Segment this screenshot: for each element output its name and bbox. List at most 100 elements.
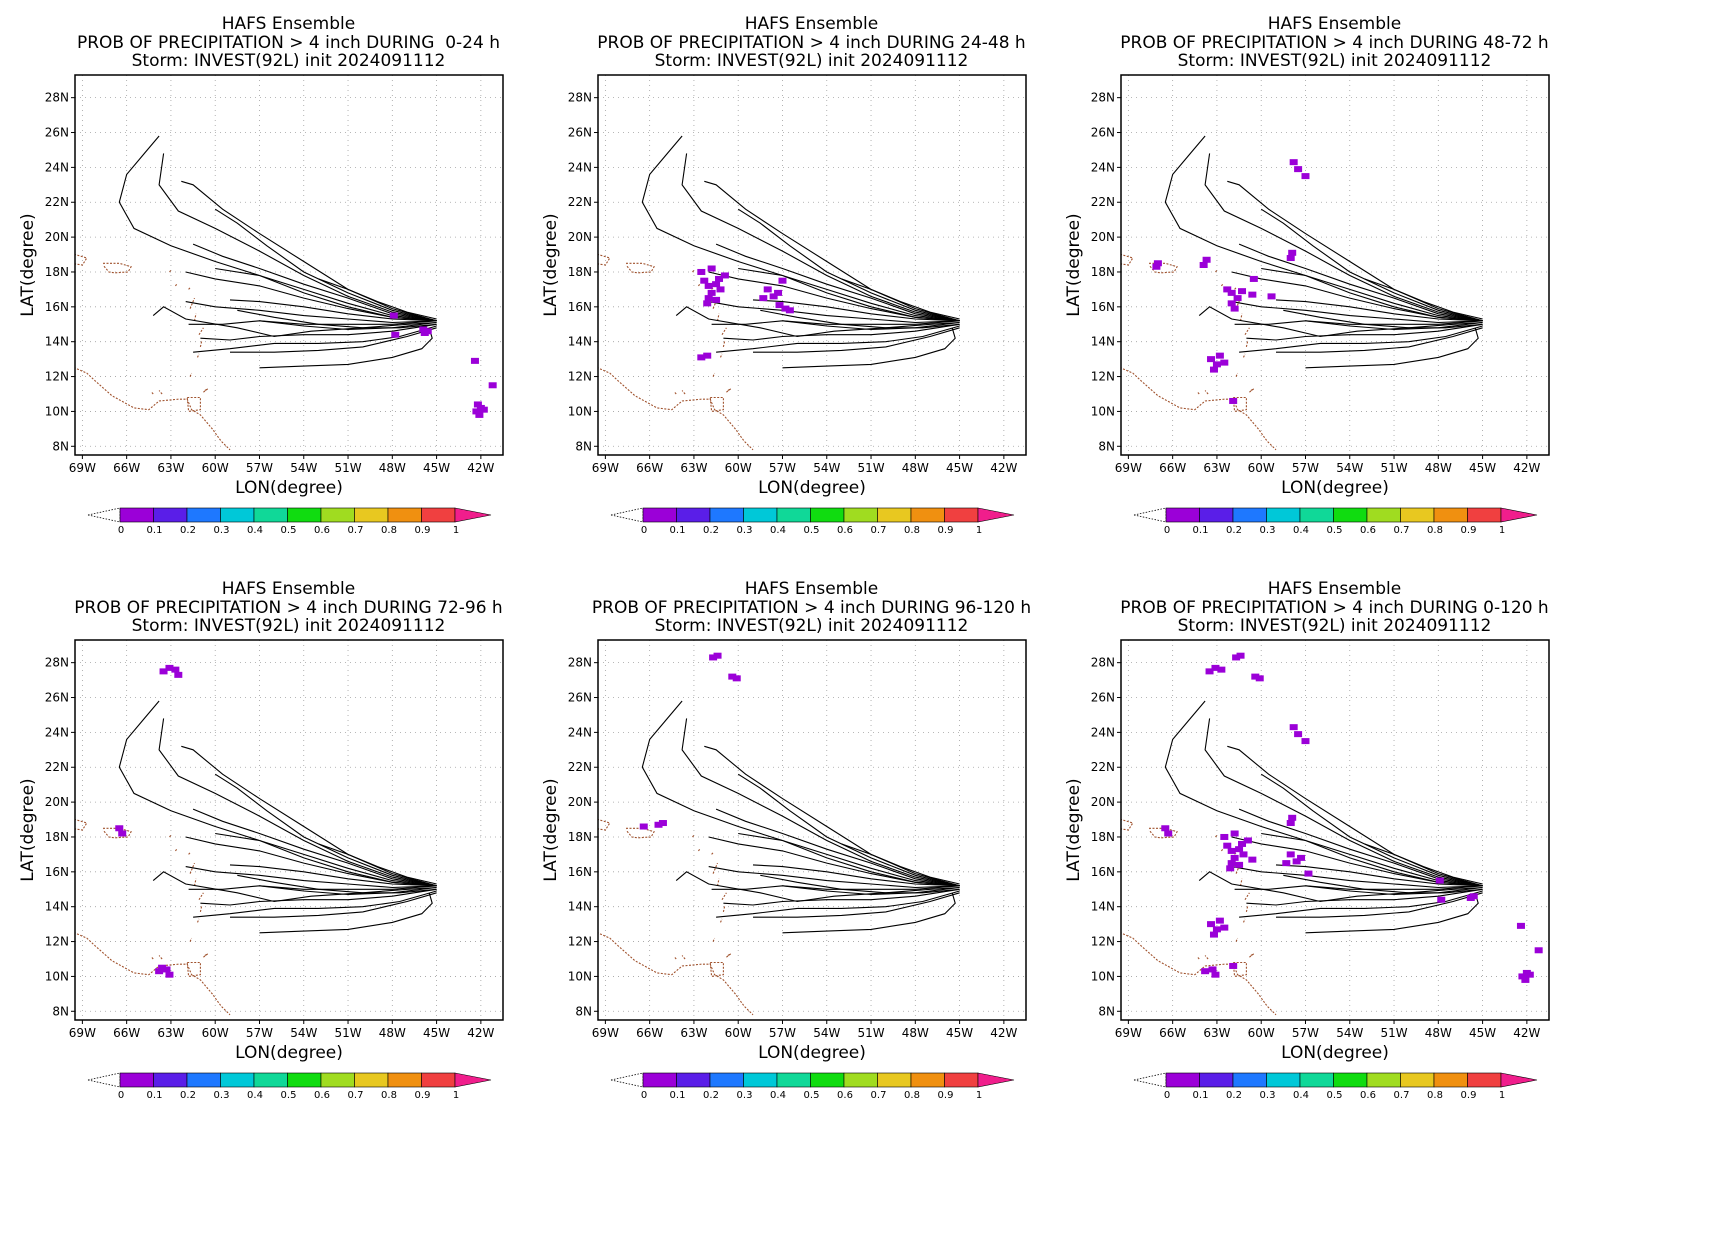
colorbar-segment xyxy=(1199,507,1234,523)
colorbar-tick-label: 0.5 xyxy=(804,525,820,536)
y-tick-label: 10N xyxy=(1091,969,1115,983)
probability-cell xyxy=(1516,922,1525,929)
colorbar-segment xyxy=(1433,507,1468,523)
coastline xyxy=(151,956,154,960)
colorbar-segment xyxy=(709,1072,744,1088)
probability-cell xyxy=(1226,865,1235,872)
track-line xyxy=(715,808,960,887)
probability-cell xyxy=(389,312,398,319)
x-tick-label: 69W xyxy=(69,461,96,475)
track-line xyxy=(259,320,437,325)
coastline xyxy=(1242,918,1246,923)
axes xyxy=(594,662,1005,1024)
colorbar-tick-label: 0.7 xyxy=(348,525,364,536)
coastline xyxy=(1232,396,1247,413)
track-line xyxy=(259,892,433,934)
coastline xyxy=(158,390,163,395)
y-tick-label: 18N xyxy=(45,265,69,279)
colorbar-segment xyxy=(1299,507,1334,523)
colorbar-underflow xyxy=(87,1072,121,1088)
coastline xyxy=(711,852,714,855)
x-tick-label: 69W xyxy=(592,1026,619,1040)
map-frame xyxy=(1120,639,1550,1021)
colorbar-segment xyxy=(1366,507,1401,523)
track-line xyxy=(752,864,960,887)
coastline xyxy=(1244,327,1250,335)
y-tick-label: 20N xyxy=(45,795,69,809)
x-tick-label: 63W xyxy=(157,461,184,475)
y-tick-label: 22N xyxy=(1091,195,1115,209)
probability-cell xyxy=(785,307,794,314)
probability-cell xyxy=(1238,840,1247,847)
track-line xyxy=(1261,267,1483,322)
probability-cell xyxy=(1211,664,1220,671)
coastline xyxy=(598,932,754,1016)
track-line xyxy=(1238,243,1483,322)
coastline xyxy=(189,297,196,309)
x-tick-label: 48W xyxy=(379,461,406,475)
probability-cell xyxy=(1217,666,1226,673)
colorbar-segment xyxy=(810,1072,845,1088)
y-tick-label: 16N xyxy=(568,865,592,879)
track-line xyxy=(782,892,956,934)
panel-title-block: HAFS Ensemble PROB OF PRECIPITATION > 4 i… xyxy=(523,15,1100,71)
colorbar-tick-label: 0.6 xyxy=(1360,1090,1376,1101)
x-axis-label: LON(degree) xyxy=(235,1043,343,1063)
track-line xyxy=(1276,327,1483,353)
y-tick-label: 20N xyxy=(568,795,592,809)
panel-title-block: HAFS Ensemble PROB OF PRECIPITATION > 4 i… xyxy=(523,580,1100,636)
colorbar-tick-label: 0.9 xyxy=(415,1090,431,1101)
track-line xyxy=(715,243,960,322)
colorbar-overflow xyxy=(977,507,1015,523)
y-tick-label: 22N xyxy=(45,760,69,774)
probability-cell xyxy=(703,352,712,359)
probability-cell xyxy=(162,966,171,973)
coastline xyxy=(674,956,677,960)
y-tick-label: 8N xyxy=(1098,1004,1115,1018)
colorbar-overflow xyxy=(454,507,492,523)
colorbar-tick-label: 0.6 xyxy=(314,1090,330,1101)
probability-cell xyxy=(697,268,706,275)
probability-cell xyxy=(1199,262,1208,268)
probability-cell xyxy=(1235,846,1244,853)
coastline xyxy=(1235,372,1239,377)
track-line xyxy=(723,323,960,341)
probability-cell xyxy=(1207,356,1216,363)
probability-cell xyxy=(1230,305,1239,312)
y-tick-label: 22N xyxy=(45,195,69,209)
track-line xyxy=(200,323,437,341)
colorbar-segment xyxy=(1266,507,1301,523)
colorbar-segment xyxy=(910,507,945,523)
coastline xyxy=(1232,961,1247,978)
map-svg: 69W 66W 63W 60W 57W 54W 51W 48W 45W 42W 8N 10N 12N 14… xyxy=(1064,74,1550,536)
coastline xyxy=(681,955,686,960)
colorbar-tick-label: 0.5 xyxy=(804,1090,820,1101)
probability-cell xyxy=(1534,947,1543,954)
coastline xyxy=(719,353,723,358)
track-line xyxy=(1198,306,1483,338)
coastline xyxy=(186,961,201,978)
colorbar-tick-label: 0.9 xyxy=(1461,1090,1477,1101)
colorbar-tick-label: 0.8 xyxy=(904,525,920,536)
coastline xyxy=(188,852,191,855)
coastline xyxy=(692,834,695,838)
probability-cell xyxy=(1239,851,1248,858)
colorbar-tick-label: 0.7 xyxy=(1394,1090,1410,1101)
probability-cell xyxy=(775,302,784,309)
probability-cell xyxy=(1202,256,1211,263)
x-tick-label: 48W xyxy=(902,461,929,475)
colorbar-overflow xyxy=(1500,507,1538,523)
ensemble-tracks xyxy=(118,700,437,934)
colorbar-tick-label: 0.1 xyxy=(670,525,686,536)
map-svg: 69W 66W 63W 60W 57W 54W 51W 48W 45W 42W 8N 10N 12N 14… xyxy=(18,74,504,536)
y-axis-label: LAT(degree) xyxy=(18,213,38,316)
probability-cell xyxy=(1243,837,1252,844)
y-tick-label: 14N xyxy=(45,900,69,914)
track-line xyxy=(708,301,960,324)
coastline xyxy=(1239,878,1243,886)
panel-title: HAFS Ensemble xyxy=(744,14,879,34)
x-tick-label: 45W xyxy=(1469,461,1496,475)
colorbar-underflow xyxy=(610,1072,644,1088)
probability-cell xyxy=(1286,851,1295,858)
x-tick-label: 45W xyxy=(946,461,973,475)
